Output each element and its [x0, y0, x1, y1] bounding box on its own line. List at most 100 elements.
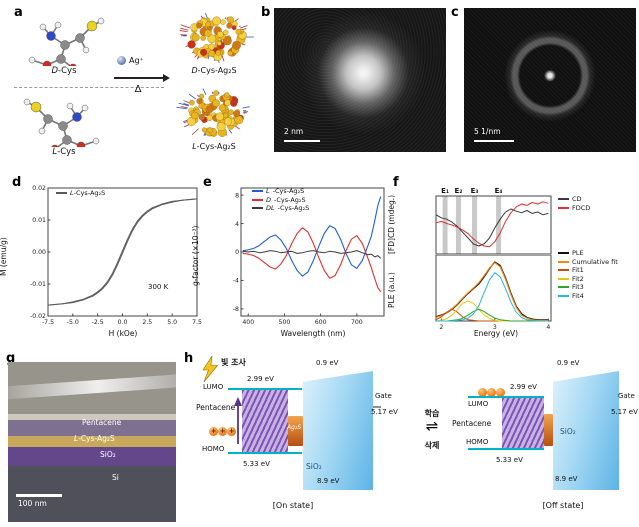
- legend-swatch: [558, 294, 569, 297]
- legend-swatch: [558, 206, 569, 209]
- pentacene-band: [242, 390, 288, 452]
- ag2s-box: [544, 414, 553, 446]
- sio2-band: [553, 371, 619, 490]
- gate-label: Gate: [375, 392, 392, 400]
- y-tick-label: 0.00: [32, 249, 46, 256]
- legend-item: PLE: [558, 250, 618, 257]
- legend-item: Fit4: [558, 291, 618, 300]
- temperature-annotation: 300 K: [148, 283, 169, 291]
- series-DL-Cys-Ag2S: [242, 250, 382, 259]
- sem-cross-section-image: Pentacene L-Cys-Ag₂S SiO₂ Si 100 nm: [8, 362, 176, 522]
- l-cys-ag2s-cluster: [176, 88, 250, 137]
- legend-item: L-Cys-Ag₂S: [252, 188, 309, 195]
- legend-label: Fit1: [572, 266, 584, 274]
- series-FDCD: [435, 201, 549, 248]
- hole-icon: +: [218, 427, 227, 436]
- x-tick-label: -2.5: [92, 319, 104, 326]
- barrier-energy-label: 0.9 eV: [316, 359, 339, 367]
- transition-label: E₃: [471, 187, 479, 195]
- gate-energy-label: 5.17 eV: [611, 408, 638, 416]
- gate-label: Gate: [618, 392, 635, 400]
- scale-bar: [284, 139, 320, 142]
- x-tick-label: 7.5: [192, 319, 202, 326]
- barrier-energy-label: 0.9 eV: [557, 359, 580, 367]
- transition-marker: [472, 196, 478, 254]
- legend-item: Fit1: [558, 267, 618, 274]
- pentacene-label: Pentacene: [452, 419, 492, 428]
- reactant-name: -Cys: [57, 147, 76, 157]
- d-cys-molecule: [28, 17, 105, 66]
- ple-legend: PLE Cumulative fit Fit1 Fit2 Fit3 Fit4: [558, 250, 618, 299]
- reaction-arrow: [114, 77, 164, 79]
- reagent-label: Ag⁺: [129, 56, 144, 65]
- panel-label-e: e: [203, 175, 212, 190]
- legend-item: CD: [558, 196, 590, 203]
- product-prefix: D: [191, 66, 198, 75]
- series-PLE: [435, 261, 549, 321]
- x-axis-label-e: Wavelength (nm): [280, 329, 346, 338]
- scale-bar: [16, 494, 62, 497]
- lumo-level-line: [468, 396, 544, 398]
- legend-label: Fit3: [572, 283, 584, 291]
- sio2-label: SiO₂: [306, 462, 322, 471]
- y-tick-label: -4: [233, 278, 239, 285]
- ag2s-label: Ag₂S: [287, 424, 302, 431]
- silver-ion-icon: [117, 56, 126, 65]
- legend-prefix: DL: [266, 204, 275, 212]
- light-irradiation-label: 빛 조사: [221, 358, 246, 367]
- transition-marker: [496, 196, 502, 254]
- legend-label: Fit4: [572, 291, 584, 300]
- transition-label: E₂: [455, 187, 463, 195]
- legend-item: DL -Cys-Ag₂S: [252, 205, 309, 212]
- series-D-Cys-Ag2S: [242, 227, 382, 293]
- legend-swatch: [558, 260, 569, 263]
- gap-energy-label: 8.9 eV: [555, 475, 578, 483]
- homo-label: HOMO: [202, 445, 225, 453]
- y-tick-label: 4: [235, 221, 239, 228]
- panel-label-b: b: [261, 5, 271, 20]
- tem-image: 2 nm: [274, 8, 446, 152]
- x-tick-label: 2.5: [142, 319, 152, 326]
- transition-marker: [455, 196, 461, 254]
- legend-swatch: [558, 269, 569, 272]
- reactant-label-d-cys: D-Cys: [18, 66, 110, 76]
- legend-item: FDCD: [558, 204, 590, 212]
- scale-bar-text: 5 1/nm: [474, 126, 501, 136]
- legend-swatch: [558, 198, 569, 201]
- layer-prefix: L: [74, 434, 79, 443]
- transition-label: E₄: [495, 187, 503, 195]
- x-tick-label: 2: [439, 324, 443, 331]
- sio2-layer: [8, 447, 176, 466]
- y-tick-label: 0: [235, 249, 239, 256]
- panel-label-d: d: [12, 175, 22, 190]
- plot-e-legend: L -Cys-Ag₂S D -Cys-Ag₂S DL -Cys-Ag₂S: [252, 188, 309, 212]
- reactant-divider: [14, 87, 164, 88]
- legend-label: -Cys-Ag₂S: [277, 204, 310, 212]
- x-tick-label: 3: [493, 324, 497, 331]
- legend-label: CD: [572, 195, 582, 203]
- lightning-bolt-icon: [202, 355, 219, 383]
- panel-label-g: g: [6, 351, 16, 366]
- product-prefix: L: [192, 142, 197, 151]
- si-layer-label: Si: [112, 473, 119, 482]
- electron-icon: [478, 388, 487, 397]
- y-tick-label: -0.01: [30, 281, 46, 288]
- bright-streak: [8, 372, 176, 401]
- legend-label: Cumulative fit: [572, 257, 618, 266]
- lumo-energy-label: 2.99 eV: [247, 375, 274, 383]
- legend-swatch: [558, 252, 569, 255]
- legend-item: Fit3: [558, 284, 618, 291]
- y-tick-label: -0.02: [30, 313, 46, 320]
- legend-swatch: [252, 207, 263, 210]
- series-Fit3: [436, 308, 549, 322]
- series-Cumulative fit: [435, 262, 549, 322]
- l-cys-molecule: [23, 98, 100, 147]
- legend-prefix: D: [266, 195, 272, 204]
- y-axis-label-f-bottom: PLE (a.u.): [387, 272, 396, 308]
- y-axis-label-d: M (emu/g): [0, 237, 8, 276]
- legend-label: PLE: [572, 249, 584, 257]
- gap-energy-label: 8.9 eV: [317, 477, 340, 485]
- excitation-arrowhead-icon: [234, 397, 242, 406]
- pentacene-layer: [8, 420, 176, 436]
